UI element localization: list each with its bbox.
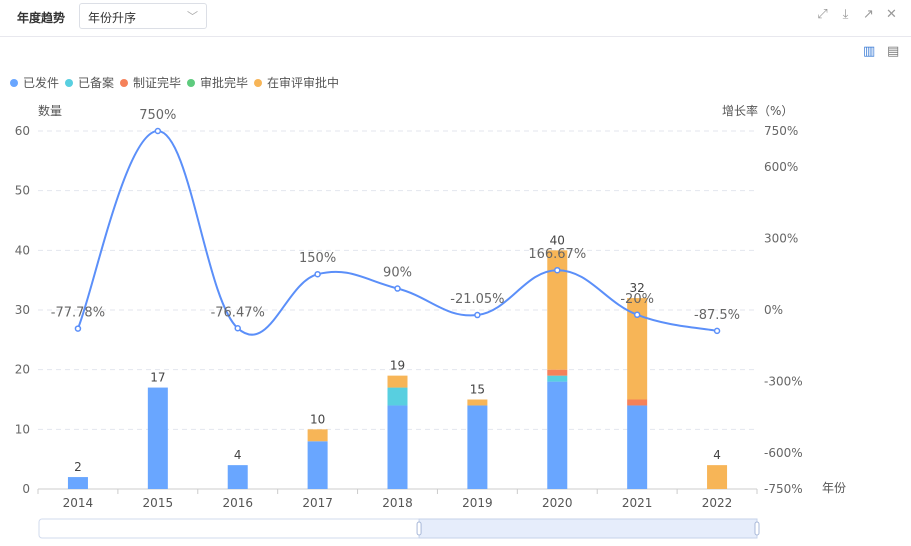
y2-tick-label: -300% (764, 375, 803, 389)
y-tick-label: 40 (15, 243, 30, 257)
x-tick-label: 2021 (622, 496, 653, 510)
y2-tick-label: -600% (764, 446, 803, 460)
bar-total-label: 17 (150, 371, 165, 385)
chevron-down-icon: ﹀ (187, 10, 198, 23)
legend-marker (187, 79, 195, 87)
growth-label: -20% (620, 292, 654, 307)
y2-tick-label: 600% (764, 160, 798, 174)
y2-tick-label: 0% (764, 303, 783, 317)
growth-label: -76.47% (211, 305, 265, 320)
legend-label: 审批完毕 (200, 75, 248, 90)
y-tick-label: 60 (15, 124, 30, 138)
y-tick-label: 50 (15, 184, 30, 198)
bar-segment (387, 405, 408, 489)
bar-total-label: 10 (310, 412, 325, 426)
bar-segment (627, 399, 648, 406)
sort-select-value: 年份升序 (88, 11, 137, 25)
bar-chart-icon[interactable]: ▥ (863, 44, 876, 59)
bar-segment (467, 399, 488, 406)
x-tick-label: 2018 (382, 496, 413, 510)
bar-segment (547, 250, 568, 370)
growth-label: 166.67% (528, 247, 586, 262)
y2-axis-title: 增长率（%） (722, 103, 793, 118)
bar-total-label: 19 (390, 359, 405, 373)
x-tick-label: 2014 (63, 496, 94, 510)
download-icon[interactable]: ⤓ (842, 7, 849, 22)
bar-segment (467, 405, 488, 489)
expand-icon[interactable]: ⤢ (817, 7, 828, 22)
growth-point (154, 127, 162, 135)
x-tick-label: 2017 (302, 496, 333, 510)
bar-segment (627, 405, 648, 489)
bar-total-label: 32 (630, 281, 645, 295)
growth-point (713, 327, 721, 335)
growth-label: 750% (139, 108, 176, 123)
legend-marker (120, 79, 128, 87)
y2-tick-label: -750% (764, 482, 803, 496)
x-tick-label: 2019 (462, 496, 493, 510)
growth-point (234, 325, 241, 332)
bar-segment (387, 375, 408, 388)
bar-segment (547, 375, 568, 382)
growth-label: 90% (383, 266, 412, 281)
bar-segment (707, 465, 728, 489)
y2-tick-label: 300% (764, 231, 798, 245)
growth-point (394, 285, 401, 292)
bar-segment (67, 477, 88, 489)
legend-label: 已发件 (23, 75, 59, 90)
legend-label: 制证完毕 (133, 75, 181, 90)
x-tick-label: 2015 (143, 496, 174, 510)
y-tick-label: 10 (15, 422, 30, 436)
bar-total-label: 2 (74, 460, 82, 474)
y-tick-label: 30 (15, 303, 30, 317)
bar-segment (547, 369, 568, 376)
panel-header: 年度趋势 年份升序 ﹀ ⤢ ⤓ ↗ ✕ (0, 0, 911, 37)
datazoom-handle[interactable] (754, 521, 760, 536)
legend-label: 在审评审批中 (267, 75, 339, 90)
sort-select[interactable]: 年份升序 ﹀ (79, 3, 207, 29)
growth-label: -21.05% (450, 292, 504, 307)
panel-title: 年度趋势 (17, 11, 66, 25)
legend-marker (254, 79, 262, 87)
open-external-icon[interactable]: ↗ (863, 7, 874, 22)
x-tick-label: 2020 (542, 496, 573, 510)
growth-point (474, 311, 481, 319)
document-icon[interactable]: ▤ (887, 44, 900, 59)
y-axis-title: 数量 (38, 103, 62, 118)
growth-point (314, 270, 321, 278)
growth-label: -77.78% (51, 306, 105, 321)
growth-label: -87.5% (694, 308, 740, 323)
growth-point (554, 266, 561, 274)
bar-segment (147, 387, 168, 489)
y-tick-label: 0 (22, 482, 30, 496)
datazoom-handle[interactable] (416, 521, 422, 536)
close-icon[interactable]: ✕ (886, 7, 897, 22)
bar-total-label: 40 (550, 233, 565, 247)
x-tick-label: 2022 (702, 496, 733, 510)
bar-total-label: 4 (713, 448, 721, 462)
bar-segment (547, 381, 568, 489)
growth-point (74, 325, 82, 332)
bar-segment (307, 429, 328, 442)
bar-total-label: 4 (234, 448, 242, 462)
bar-segment (627, 298, 648, 400)
bar-segment (387, 387, 408, 406)
x-axis-title: 年份 (822, 481, 846, 495)
datazoom-selection[interactable] (418, 518, 758, 539)
growth-point (633, 311, 641, 319)
growth-label: 150% (299, 251, 336, 266)
bar-total-label: 15 (470, 383, 485, 397)
legend-marker (10, 79, 18, 87)
y2-tick-label: 750% (764, 124, 798, 138)
y-tick-label: 20 (15, 363, 30, 377)
bar-segment (307, 441, 328, 489)
legend-label: 已备案 (78, 75, 114, 90)
legend-marker (65, 79, 73, 87)
bar-segment (227, 465, 248, 489)
x-tick-label: 2016 (222, 496, 253, 510)
